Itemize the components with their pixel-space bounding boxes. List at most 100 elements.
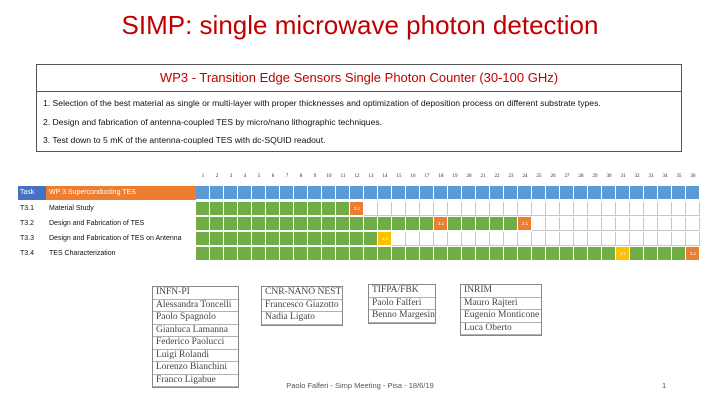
milestone-label: 3.1 — [437, 221, 445, 226]
gantt-cell — [672, 247, 686, 261]
gantt-cell — [588, 232, 602, 246]
gantt-cell — [350, 217, 364, 231]
gantt-cell — [406, 247, 420, 261]
month-number: 29 — [588, 170, 602, 183]
gantt-cell — [630, 232, 644, 246]
gantt-header-cell — [196, 186, 210, 200]
month-number: 14 — [378, 170, 392, 183]
gantt-cell — [532, 232, 546, 246]
gantt-cell — [630, 217, 644, 231]
gantt-cell — [280, 217, 294, 231]
gantt-cell — [616, 202, 630, 216]
gantt-cell — [210, 217, 224, 231]
month-number: 3 — [224, 170, 238, 183]
team-member: Nadia Ligato — [262, 312, 342, 325]
gantt-cell — [644, 232, 658, 246]
gantt-cell — [672, 202, 686, 216]
task-id: T3.4 — [20, 250, 35, 257]
gantt-header-cell — [616, 186, 630, 200]
gantt-cell — [588, 247, 602, 261]
gantt-cell — [518, 247, 532, 261]
month-number: 25 — [532, 170, 546, 183]
gantt-cell — [686, 202, 700, 216]
gantt-header-cell — [630, 186, 644, 200]
gantt-cell — [266, 232, 280, 246]
workpackage-box: WP3 - Transition Edge Sensors Single Pho… — [36, 64, 682, 152]
gantt-header-cell — [602, 186, 616, 200]
team-name: INRIM — [461, 285, 541, 298]
gantt-cell — [448, 247, 462, 261]
gantt-cell — [252, 217, 266, 231]
milestone-label: 3.1 — [689, 251, 697, 256]
gantt-cell — [294, 202, 308, 216]
gantt-cell — [686, 217, 700, 231]
gantt-cell — [266, 217, 280, 231]
gantt-cell — [574, 247, 588, 261]
gantt-header-cell — [350, 186, 364, 200]
month-number: 24 — [518, 170, 532, 183]
box-divider — [37, 91, 681, 92]
gantt-cell — [686, 232, 700, 246]
month-number: 12 — [350, 170, 364, 183]
milestone-cell: 3.1 — [686, 247, 700, 261]
gantt-cell — [462, 232, 476, 246]
month-number: 4 — [238, 170, 252, 183]
page-number: 1 — [662, 381, 667, 390]
gantt-cell — [588, 202, 602, 216]
gantt-header-cell — [504, 186, 518, 200]
task-name: TES Characterization — [49, 250, 116, 257]
gantt-cell — [574, 217, 588, 231]
gantt-cell — [336, 247, 350, 261]
gantt-header-cell — [294, 186, 308, 200]
gantt-cell — [406, 202, 420, 216]
gantt-cell — [602, 247, 616, 261]
gantt-header-cell — [210, 186, 224, 200]
milestone-label: 3.1 — [381, 236, 389, 241]
gantt-header-cell — [252, 186, 266, 200]
month-number: 10 — [322, 170, 336, 183]
month-number: 1 — [196, 170, 210, 183]
team-name: TIFPA/FBK — [369, 285, 435, 298]
gantt-cell — [266, 202, 280, 216]
task-id: T3.2 — [20, 220, 35, 227]
gantt-cell — [616, 232, 630, 246]
gantt-cell — [560, 202, 574, 216]
gantt-cell — [406, 232, 420, 246]
team-member: Francesco Giazotto — [262, 300, 342, 312]
gantt-cell — [308, 247, 322, 261]
gantt-cell — [196, 217, 210, 231]
gantt-header-cell — [532, 186, 546, 200]
team-member: Luca Oberto — [461, 323, 541, 335]
gantt-cell — [308, 217, 322, 231]
gantt-cell — [476, 202, 490, 216]
gantt-cell — [546, 202, 560, 216]
gantt-cell — [308, 202, 322, 216]
gantt-cell — [490, 217, 504, 231]
milestone-cell: 3.1 — [350, 202, 364, 216]
gantt-header-cell — [336, 186, 350, 200]
gantt-cell — [280, 247, 294, 261]
gantt-cell — [490, 247, 504, 261]
gantt-cell — [392, 247, 406, 261]
month-number: 33 — [644, 170, 658, 183]
gantt-header-cell — [490, 186, 504, 200]
gantt-cell — [224, 202, 238, 216]
gantt-cell — [560, 232, 574, 246]
gantt-cell — [420, 232, 434, 246]
gantt-cell — [210, 232, 224, 246]
month-number: 17 — [420, 170, 434, 183]
month-number: 27 — [560, 170, 574, 183]
gantt-cell — [560, 217, 574, 231]
gantt-cell — [658, 232, 672, 246]
gantt-cell — [322, 202, 336, 216]
gantt-header-cell — [686, 186, 700, 200]
month-number: 5 — [252, 170, 266, 183]
gantt-cell — [602, 202, 616, 216]
milestone-cell: 3.1 — [616, 247, 630, 261]
gantt-header-cell — [658, 186, 672, 200]
team-member: Lorenzo Bianchini — [153, 362, 238, 375]
gantt-header-cell — [420, 186, 434, 200]
task-column-header: Task — [18, 186, 46, 200]
gantt-cell — [378, 247, 392, 261]
workpackage-label: WP 3 Superconducting TES — [46, 186, 210, 200]
